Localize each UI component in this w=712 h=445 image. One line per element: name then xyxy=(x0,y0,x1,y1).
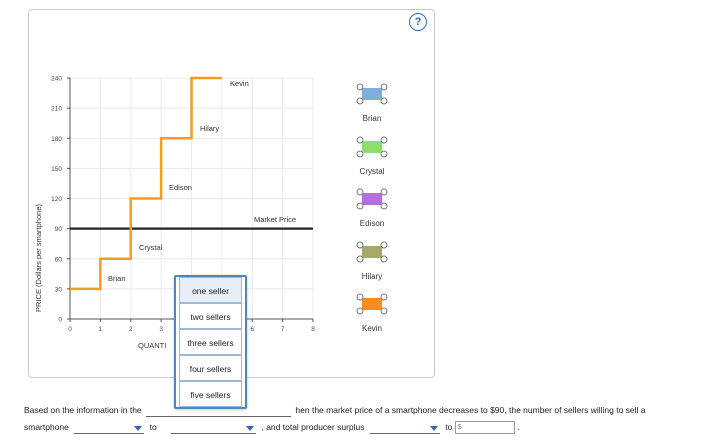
connector-shape-icon xyxy=(356,136,388,158)
legend-label: Kevin xyxy=(361,324,382,333)
x-axis-label: QUANTI xyxy=(138,341,166,350)
y-tick-label: 30 xyxy=(55,286,63,293)
y-tick-label: 90 xyxy=(55,226,63,233)
sellers-to-select[interactable] xyxy=(171,422,257,434)
y-tick-label: 0 xyxy=(58,317,62,324)
help-icon[interactable]: ? xyxy=(409,13,427,31)
y-tick-label: 120 xyxy=(51,196,62,203)
supply-curve[interactable] xyxy=(70,76,222,291)
connector-shape-icon xyxy=(356,293,388,315)
x-tick-label: 7 xyxy=(281,326,285,333)
legend-item[interactable]: Edison xyxy=(342,188,402,236)
question-part1: Based on the information in the xyxy=(24,405,142,415)
surplus-change-select[interactable] xyxy=(369,422,440,434)
y-tick-label: 180 xyxy=(51,136,62,143)
y-tick-label: 240 xyxy=(51,76,62,83)
question-part3: smartphone xyxy=(24,422,69,432)
market-price-label: Market Price xyxy=(254,215,296,224)
legend-item[interactable]: Brian xyxy=(342,83,402,131)
sellers-dropdown-list[interactable]: one seller two sellers three sellers fou… xyxy=(174,275,247,409)
dropdown-option-four-sellers[interactable]: four sellers xyxy=(179,355,242,381)
question-part4: , and total producer surplus xyxy=(261,422,365,432)
y-axis-label: PRICE (Dollars per smartphone) xyxy=(34,204,43,312)
x-tick-label: 3 xyxy=(159,326,163,333)
y-tick-label: 150 xyxy=(51,166,62,173)
question-part2: hen the market price of a smartphone dec… xyxy=(295,405,646,415)
sellers-from-select[interactable] xyxy=(74,422,145,434)
chevron-down-icon xyxy=(429,425,438,431)
seller-labels: Brian Crystal Edison Hilary Kevin xyxy=(108,79,249,283)
legend-item[interactable]: Kevin xyxy=(342,293,402,341)
seller-label: Kevin xyxy=(230,79,249,88)
dropdown-option-three-sellers[interactable]: three sellers xyxy=(179,329,242,355)
to-label-1: to xyxy=(149,422,157,432)
legend-item[interactable]: Hilary xyxy=(342,241,402,289)
legend-item[interactable]: Crystal xyxy=(342,136,402,184)
question-text: Based on the information in the hen the … xyxy=(24,400,704,437)
dropdown-option-one-seller[interactable]: one seller xyxy=(179,277,242,303)
x-tick-label: 0 xyxy=(68,326,72,333)
dropdown-option-two-sellers[interactable]: two sellers xyxy=(179,303,242,329)
legend-label: Crystal xyxy=(359,167,385,176)
y-tick-label: 60 xyxy=(55,256,63,263)
question-end: . xyxy=(517,422,520,432)
dropdown-option-five-sellers[interactable]: five sellers xyxy=(179,381,242,407)
connector-shape-icon xyxy=(356,83,388,105)
to-label-2: to xyxy=(445,422,453,432)
x-tick-label: 8 xyxy=(311,326,315,333)
chevron-down-icon xyxy=(134,425,143,431)
connector-shape-icon xyxy=(356,241,388,263)
x-tick-label: 2 xyxy=(129,326,133,333)
seller-label: Hilary xyxy=(200,124,219,133)
y-tick-label: 210 xyxy=(51,106,62,113)
surplus-amount-input[interactable]: $ xyxy=(454,421,515,435)
chevron-down-icon xyxy=(246,425,255,431)
legend-label: Hilary xyxy=(361,272,383,281)
seller-label: Brian xyxy=(108,274,126,283)
x-tick-label: 1 xyxy=(99,326,103,333)
seller-label: Crystal xyxy=(139,243,163,252)
seller-label: Edison xyxy=(169,183,192,192)
legend-label: Brian xyxy=(362,114,382,123)
hidden-select xyxy=(146,405,292,417)
ticks: 240 210 180 150 120 90 60 30 00 1 2 3 6 7 8 xyxy=(51,76,315,334)
connector-shape-icon xyxy=(356,188,388,210)
x-tick-label: 6 xyxy=(250,326,254,333)
legend-label: Edison xyxy=(359,219,385,228)
